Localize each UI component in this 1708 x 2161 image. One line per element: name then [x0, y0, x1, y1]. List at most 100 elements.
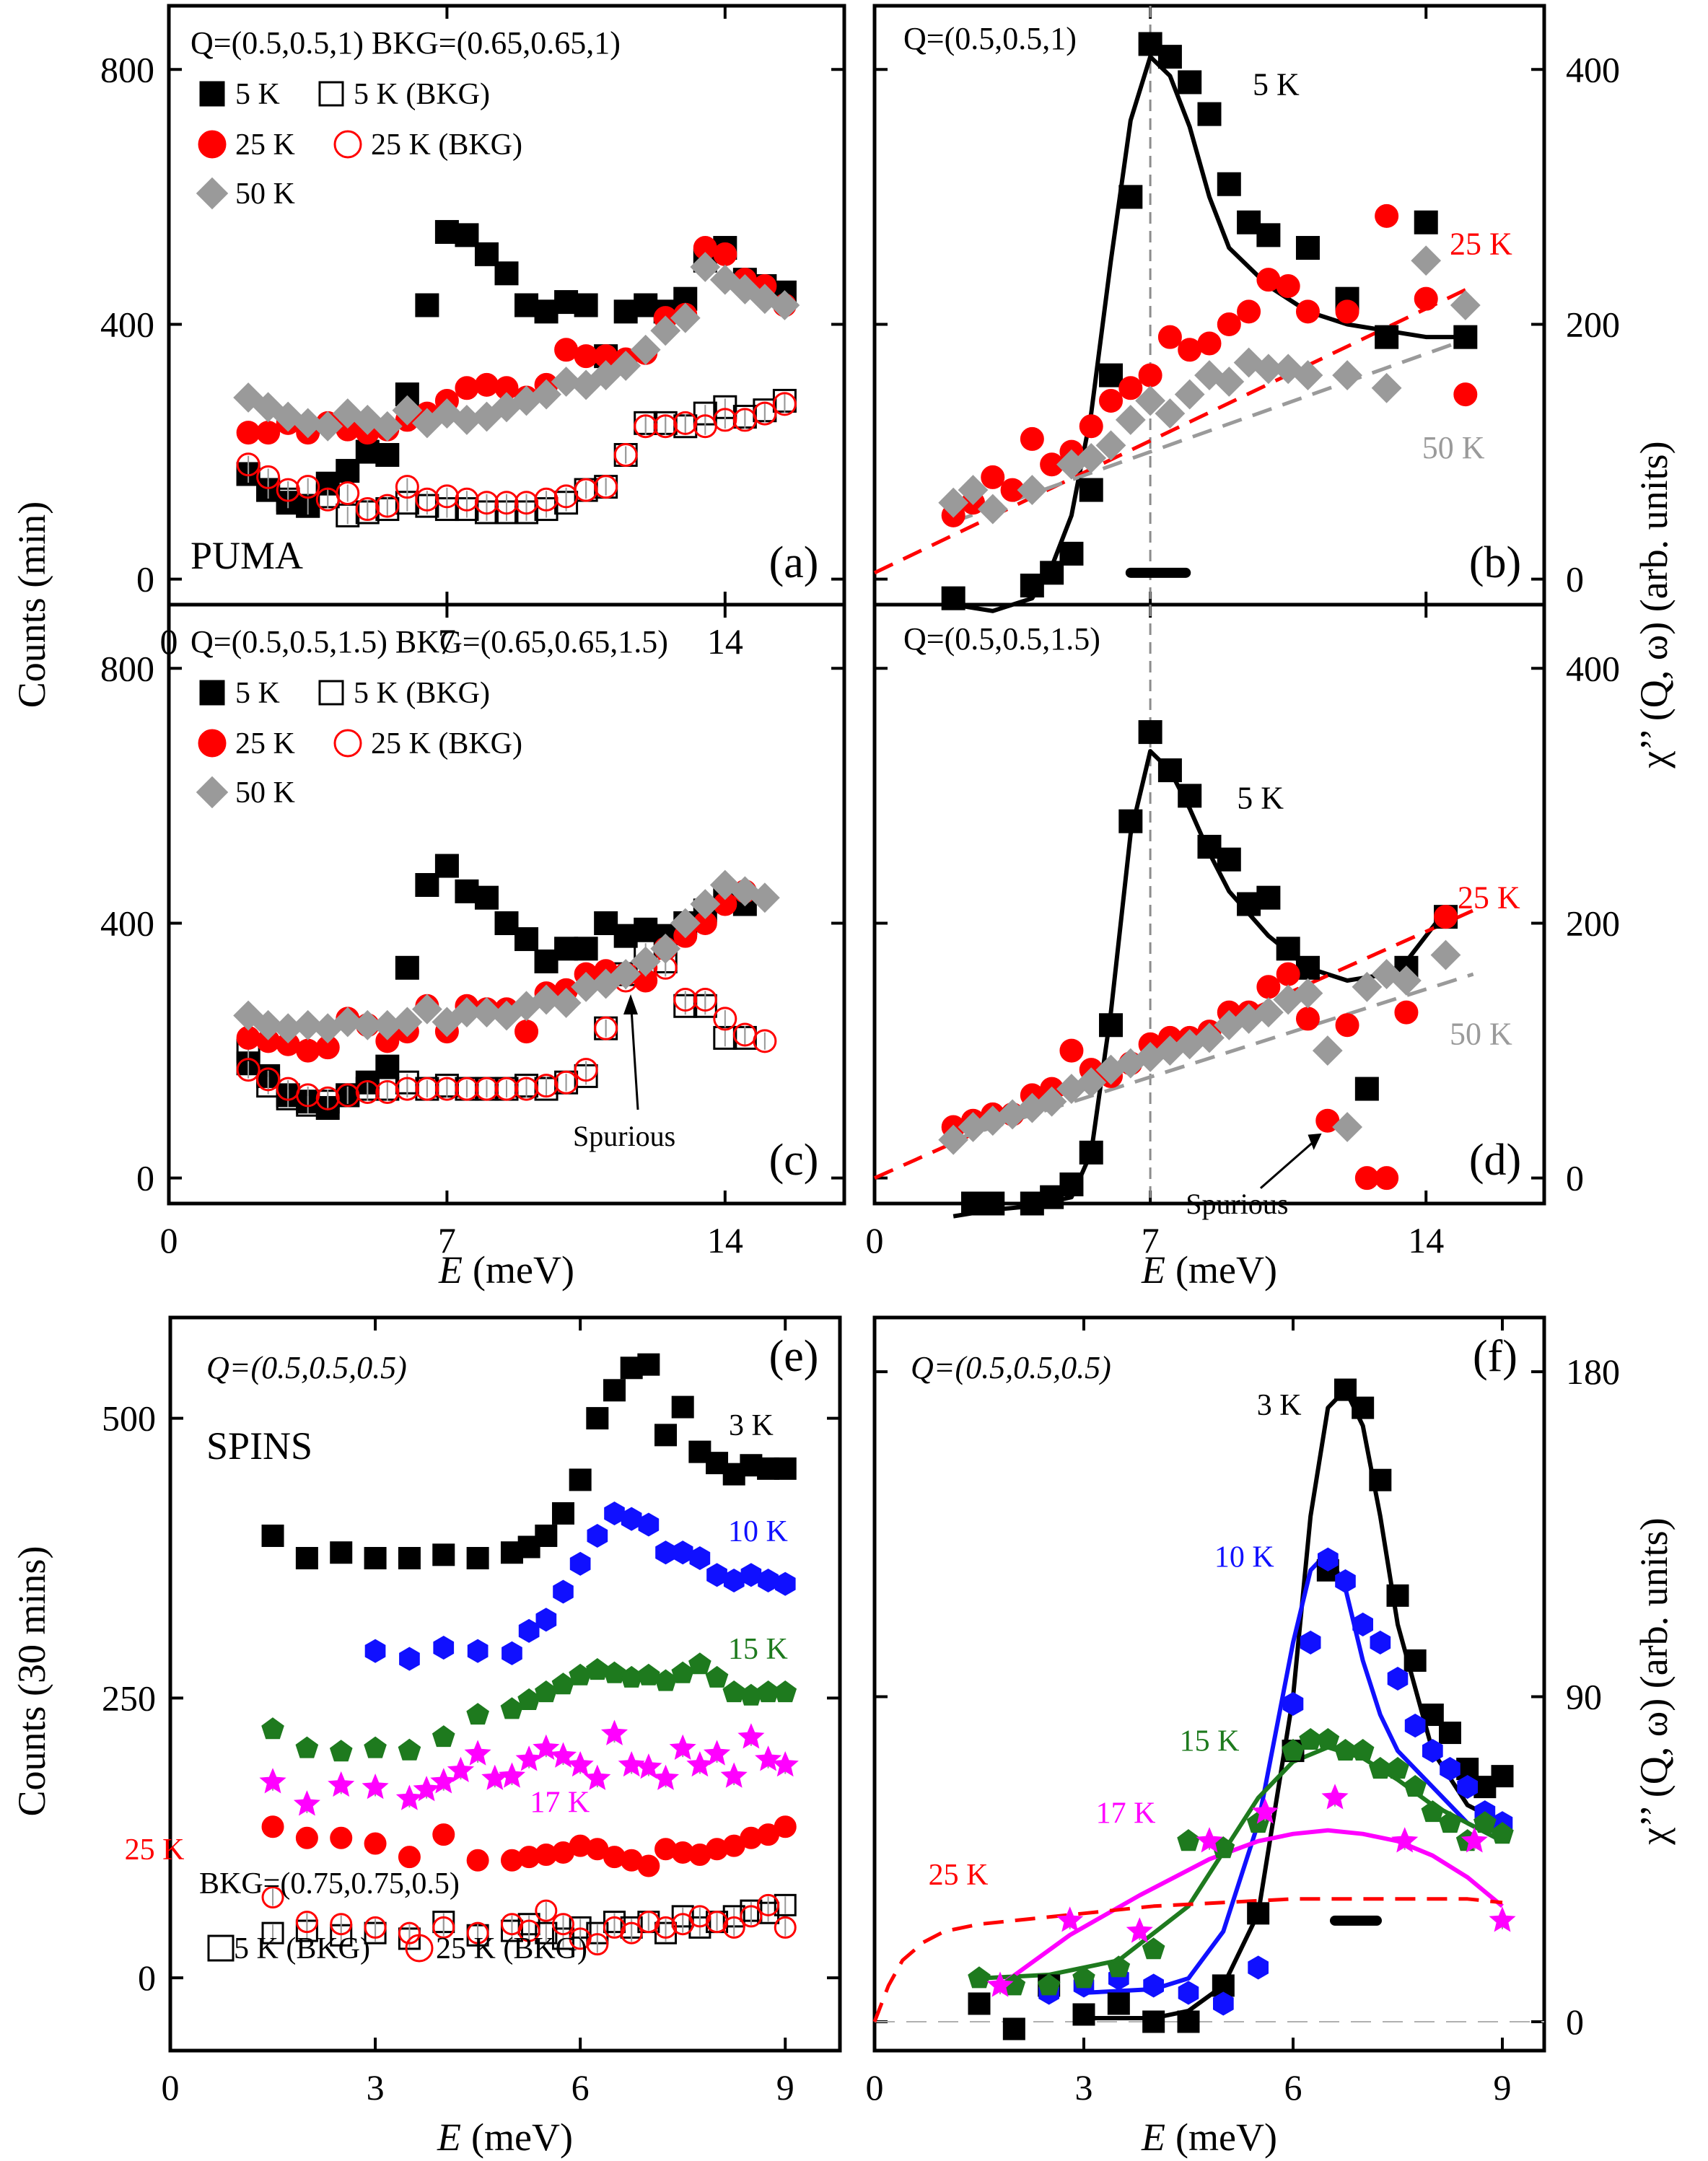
- data-point-c-5-k: [514, 927, 539, 952]
- data-point-e-10-k: [518, 1618, 540, 1643]
- data-point-e-3-k: [466, 1546, 489, 1569]
- data-point-b-5-k: [1040, 561, 1064, 585]
- data-point-e-3-k: [586, 1407, 609, 1430]
- data-point-b-25-k: [1453, 382, 1478, 407]
- y-tick-label-d: 200: [1566, 903, 1620, 943]
- data-point-b-5-k: [1414, 210, 1438, 234]
- data-point-c-25-k: [514, 1020, 539, 1044]
- data-point-d-5-k: [1276, 937, 1300, 961]
- data-point-e-10-k: [723, 1568, 745, 1593]
- data-point-f-15-k: [1316, 1727, 1340, 1750]
- data-point-c-5-k: [434, 854, 459, 878]
- data-point-a-50-k: [769, 290, 800, 320]
- data-point-f-15-k: [1177, 1829, 1200, 1851]
- x-tick-label-e: 6: [571, 2067, 590, 2108]
- data-point-d-5-k: [1256, 885, 1281, 910]
- data-point-a-50-k: [730, 273, 761, 304]
- data-point-f-15-k: [1421, 1800, 1445, 1823]
- data-point-e-17-k: [259, 1768, 286, 1794]
- data-point-f-10-k: [1387, 1666, 1409, 1691]
- xlabel-top-right-E: E: [1141, 1248, 1165, 1292]
- data-point-b-50-k: [1076, 442, 1107, 473]
- data-point-a-25-k: [236, 421, 260, 445]
- data-point-e-25-k: [261, 1815, 284, 1838]
- data-point-a-25-k: [474, 372, 499, 397]
- data-point-d-25-k: [1256, 975, 1281, 999]
- data-point-a-25-k: [256, 421, 281, 445]
- data-point-b-5-k: [1138, 32, 1162, 56]
- data-point-f-3-k: [1386, 1584, 1409, 1607]
- y-tick-label-f: 0: [1566, 2002, 1584, 2042]
- fit-line-f-3-k-fit: [1084, 1388, 1504, 2020]
- xlabel-bottom-left-unit: (meV): [471, 2116, 573, 2159]
- data-point-e-10-k: [604, 1501, 625, 1526]
- data-point-e-15-k: [705, 1665, 729, 1688]
- data-point-e-17-k: [618, 1751, 645, 1777]
- xlabel-top-left-unit: (meV): [473, 1248, 574, 1292]
- data-point-d-5-k: [1217, 847, 1241, 872]
- data-point-f-15-k: [1037, 1973, 1061, 1996]
- data-point-e-17-k: [737, 1723, 765, 1749]
- annotation-5k-d: 5 K: [1237, 781, 1284, 816]
- xlabel-top-left-E: E: [438, 1248, 463, 1292]
- data-point-e-17-k: [328, 1771, 355, 1797]
- instrument-label-e: SPINS: [206, 1424, 312, 1468]
- data-point-a-25-k-(bkg): [594, 475, 618, 499]
- data-point-a-25-k-(bkg): [236, 452, 260, 477]
- fit-line-f-25-k-fit: [872, 1897, 1503, 2022]
- data-point-b-50-k: [1411, 245, 1442, 276]
- data-point-c-5-k: [613, 924, 638, 948]
- data-point-e-25-k-(bkg): [586, 1933, 609, 1956]
- data-point-e-3-k: [637, 1353, 660, 1376]
- x-tick-label-c: 0: [160, 1220, 178, 1261]
- data-point-e-10-k: [758, 1568, 779, 1593]
- data-point-f-17-k: [1196, 1827, 1223, 1853]
- data-point-d-5-k: [1354, 1077, 1379, 1101]
- data-point-d-5-k: [1020, 1191, 1044, 1216]
- data-point-b-50-k: [1371, 372, 1402, 403]
- data-point-e-25-k: [466, 1849, 489, 1872]
- data-point-f-15-k: [1403, 1774, 1427, 1797]
- x-tick-label-a: 0: [160, 621, 178, 662]
- data-point-b-25-k: [1295, 299, 1320, 324]
- data-point-a-25-k-(bkg): [613, 443, 638, 467]
- x-tick-label-c: 14: [707, 1220, 743, 1261]
- data-point-e-10-k: [706, 1563, 727, 1587]
- data-point-e-15-k: [722, 1680, 746, 1703]
- data-point-e-10-k: [689, 1546, 711, 1571]
- data-point-f-10-k: [1248, 1955, 1269, 1980]
- data-point-f-10-k: [1440, 1757, 1460, 1781]
- data-point-e-17-k: [584, 1764, 611, 1790]
- data-point-b-5-k: [1157, 45, 1182, 69]
- data-point-f-17-k: [1391, 1827, 1419, 1853]
- y-tick-label-d: 400: [1566, 648, 1620, 688]
- data-point-c-5-k: [395, 955, 419, 980]
- data-point-e-10-k: [399, 1647, 420, 1671]
- data-point-a-25-k-(bkg): [296, 475, 320, 499]
- data-point-b-25-k: [1138, 363, 1162, 387]
- data-point-e-17-k: [669, 1734, 696, 1760]
- data-point-a-50-k: [610, 350, 641, 381]
- data-point-e-25-k-(bkg): [620, 1921, 643, 1945]
- x-tick-label-a: 14: [707, 621, 743, 662]
- data-point-c-5-k: [455, 879, 479, 903]
- data-point-e-25-k-(bkg): [569, 1927, 592, 1950]
- data-point-c-50-k: [650, 933, 681, 964]
- data-point-f-15-k: [1491, 1822, 1514, 1844]
- data-point-a-25-k-(bkg): [514, 491, 539, 515]
- data-point-a-50-k: [292, 408, 323, 439]
- data-point-e-10-k: [621, 1507, 642, 1531]
- data-point-f-3-k: [1247, 1902, 1270, 1925]
- data-point-e-3-k: [295, 1546, 318, 1569]
- data-point-f-10-k: [1300, 1630, 1321, 1654]
- data-point-e-25-k: [432, 1823, 455, 1846]
- data-point-c-25-k-(bkg): [336, 1083, 360, 1108]
- data-point-b-50-k: [1115, 404, 1146, 435]
- data-point-b-5-k: [1237, 210, 1261, 234]
- arrowhead-spurious-d: [1308, 1133, 1322, 1150]
- xlabel-top-right-unit: (meV): [1175, 1248, 1277, 1292]
- data-point-a-25-k: [554, 338, 579, 362]
- annotation-15k-f: 15 K: [1180, 1725, 1240, 1758]
- data-point-b-50-k: [1450, 290, 1481, 320]
- data-point-d-50-k: [1332, 1112, 1363, 1142]
